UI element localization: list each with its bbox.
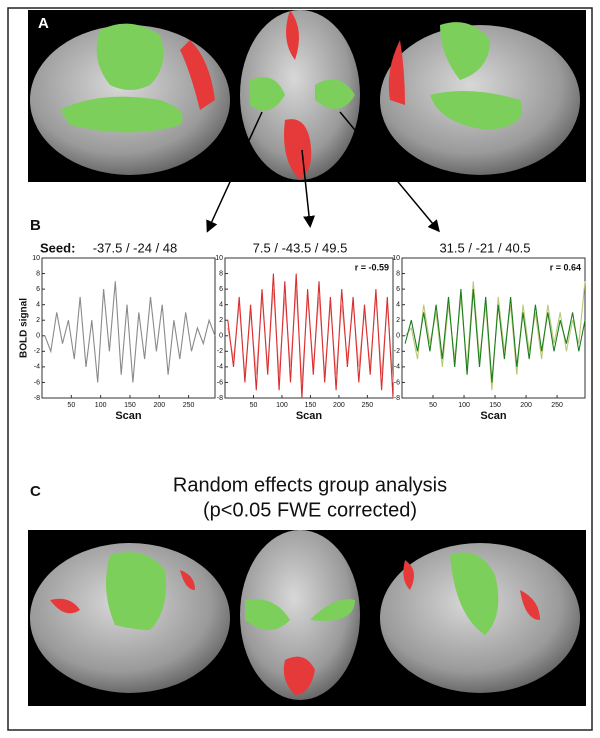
panel-label: A (38, 15, 49, 32)
y-tick-label: -6 (217, 379, 223, 386)
x-axis-label: Scan (296, 410, 323, 422)
frame (7, 7, 593, 731)
y-tick-label: 10 (392, 255, 400, 262)
y-tick-label: -4 (394, 364, 400, 371)
x-axis-label: Scan (480, 410, 507, 422)
y-tick-label: 10 (32, 255, 40, 262)
y-tick-label: -2 (34, 348, 40, 355)
y-tick-label: 4 (219, 302, 223, 309)
y-tick-label: 4 (396, 302, 400, 309)
panel-c-image (28, 530, 586, 706)
y-tick-label: 2 (36, 317, 40, 324)
y-tick-label: 6 (396, 286, 400, 293)
y-tick-label: -8 (394, 395, 400, 402)
y-tick-label: -6 (394, 379, 400, 386)
x-tick-label: 250 (183, 402, 195, 409)
y-tick-label: 0 (219, 333, 223, 340)
x-tick-label: 250 (551, 402, 563, 409)
y-tick-label: 4 (36, 302, 40, 309)
y-tick-label: -8 (34, 395, 40, 402)
y-tick-label: 2 (219, 317, 223, 324)
x-tick-label: 200 (520, 402, 532, 409)
y-tick-label: -2 (394, 348, 400, 355)
y-tick-label: 8 (36, 270, 40, 277)
y-tick-label: 10 (215, 255, 223, 262)
y-tick-label: 8 (396, 270, 400, 277)
y-axis-label: BOLD signal (19, 298, 30, 358)
y-tick-label: 2 (396, 317, 400, 324)
x-axis-label: Scan (115, 410, 142, 422)
signal-line (404, 289, 586, 383)
panel-c-title: Random effects group analysis (173, 474, 447, 496)
y-tick-label: -6 (34, 379, 40, 386)
chart-title: 7.5 / -43.5 / 49.5 (253, 240, 348, 255)
x-tick-label: 200 (333, 402, 345, 409)
y-tick-label: 6 (36, 286, 40, 293)
panel-c-subtitle: (p<0.05 FWE corrected) (203, 499, 417, 521)
chart-title: 31.5 / -21 / 40.5 (439, 240, 530, 255)
x-tick-label: 150 (124, 402, 136, 409)
y-tick-label: -4 (217, 364, 223, 371)
x-tick-label: 50 (429, 402, 437, 409)
y-tick-label: 0 (396, 333, 400, 340)
x-tick-label: 100 (458, 402, 470, 409)
y-tick-label: 8 (219, 270, 223, 277)
x-tick-label: 50 (250, 402, 258, 409)
x-tick-label: 150 (305, 402, 317, 409)
y-tick-label: -2 (217, 348, 223, 355)
x-tick-label: 200 (153, 402, 165, 409)
x-tick-label: 50 (67, 402, 75, 409)
chart-title: -37.5 / -24 / 48 (93, 240, 178, 255)
panel-label: C (30, 483, 41, 500)
seed-prefix: Seed: (40, 240, 75, 255)
y-tick-label: -8 (217, 395, 223, 402)
correlation-label: r = -0.59 (355, 262, 389, 272)
x-tick-label: 100 (276, 402, 288, 409)
panel-label: B (30, 217, 41, 234)
signal-line (227, 273, 394, 399)
correlation-label: r = 0.64 (550, 262, 581, 272)
y-tick-label: 6 (219, 286, 223, 293)
signal-line (44, 281, 216, 383)
y-tick-label: 0 (36, 333, 40, 340)
x-tick-label: 150 (489, 402, 501, 409)
panel-a-image (28, 10, 586, 182)
plot-frame (224, 257, 394, 399)
arrows (206, 111, 440, 233)
x-tick-label: 100 (95, 402, 107, 409)
y-tick-label: -4 (34, 364, 40, 371)
x-tick-label: 250 (362, 402, 374, 409)
